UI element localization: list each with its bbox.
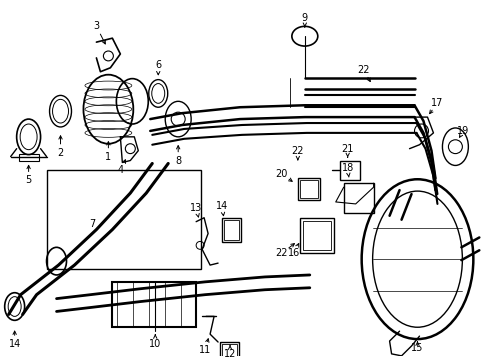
Bar xyxy=(299,180,317,198)
Text: 15: 15 xyxy=(410,343,423,353)
Bar xyxy=(220,342,239,360)
Bar xyxy=(302,221,330,250)
Text: 22: 22 xyxy=(275,248,287,258)
Text: 17: 17 xyxy=(430,98,443,108)
Bar xyxy=(46,170,201,269)
Text: 14: 14 xyxy=(8,339,20,349)
Text: 12: 12 xyxy=(224,349,236,359)
Text: 22: 22 xyxy=(357,65,369,75)
Bar xyxy=(339,161,359,180)
Text: 11: 11 xyxy=(199,345,211,355)
Text: 20: 20 xyxy=(275,169,287,179)
Text: 10: 10 xyxy=(149,339,161,349)
Bar xyxy=(297,178,319,200)
Text: 3: 3 xyxy=(93,21,99,31)
Text: 2: 2 xyxy=(57,148,63,158)
Text: 21: 21 xyxy=(341,144,353,154)
Text: 4: 4 xyxy=(117,165,123,175)
Text: 7: 7 xyxy=(89,219,95,229)
Bar xyxy=(343,183,373,213)
Bar xyxy=(222,344,237,360)
Text: 13: 13 xyxy=(190,203,202,213)
Text: 22: 22 xyxy=(291,146,304,156)
Bar xyxy=(224,220,239,240)
Text: 9: 9 xyxy=(301,13,307,23)
Text: 1: 1 xyxy=(105,152,111,162)
Bar xyxy=(19,154,39,161)
Text: 18: 18 xyxy=(341,163,353,174)
Text: 8: 8 xyxy=(175,156,181,166)
Text: 14: 14 xyxy=(216,201,228,211)
Bar xyxy=(222,218,241,242)
Text: 16: 16 xyxy=(287,248,299,258)
Text: 5: 5 xyxy=(25,175,32,185)
Bar xyxy=(112,282,196,327)
Text: 6: 6 xyxy=(155,60,161,70)
Text: 19: 19 xyxy=(456,126,468,136)
Bar xyxy=(299,218,333,253)
